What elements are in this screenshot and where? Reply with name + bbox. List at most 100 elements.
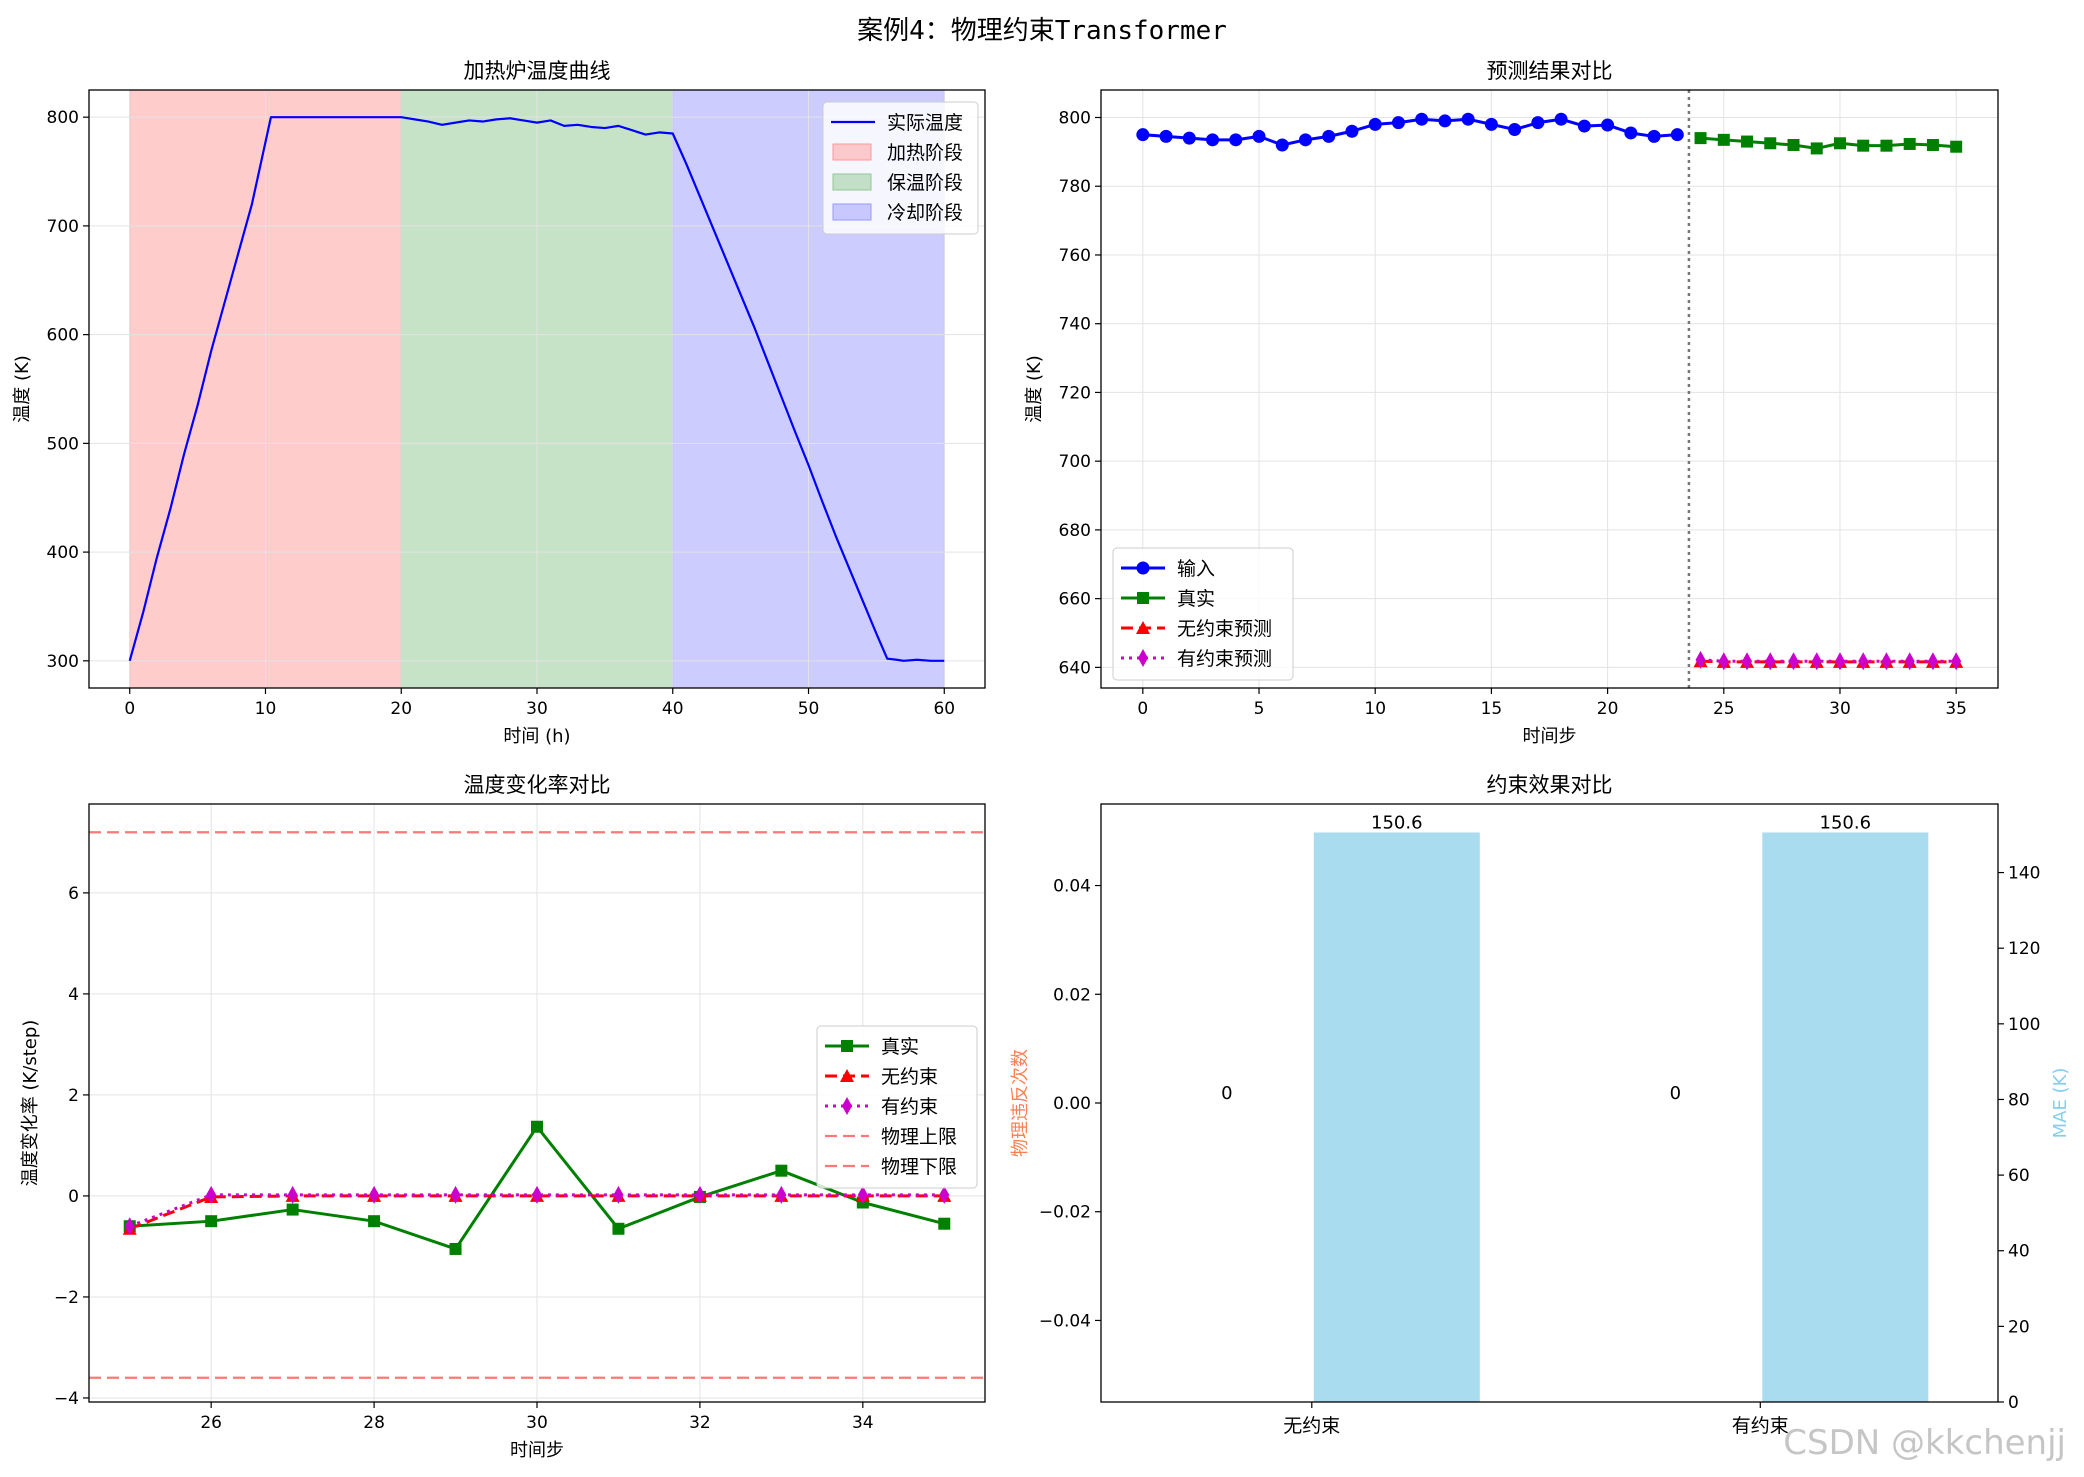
x-tick-label: 40 — [662, 699, 684, 719]
series-0-point — [1252, 129, 1266, 143]
legend-label: 物理下限 — [881, 1156, 957, 1178]
right-tick-label: 20 — [2008, 1317, 2030, 1337]
y-axis-label: 温度 (K) — [1024, 355, 1045, 423]
legend-label: 真实 — [1177, 588, 1215, 610]
legend-label: 冷却阶段 — [887, 202, 963, 224]
series-0-point — [1415, 112, 1429, 126]
y-tick-label: 700 — [47, 217, 79, 237]
y-tick-label: 680 — [1059, 521, 1091, 541]
constraint-effect-chart: 150.6 150.6 0 0 −0.04 −0.02 0.00 0.02 0.04 0 20 40 6… — [1010, 773, 2071, 1437]
x-axis-label: 时间 (h) — [503, 726, 570, 747]
chart-title: 温度变化率对比 — [464, 773, 611, 797]
chart-title: 加热炉温度曲线 — [464, 59, 611, 83]
y-tick-label: 400 — [47, 543, 79, 563]
series-line-0 — [1142, 117, 1678, 147]
y-tick-label: 660 — [1059, 590, 1091, 610]
series-0-point — [1229, 133, 1243, 147]
series-0-point — [368, 1215, 381, 1228]
series-2-point — [124, 1217, 135, 1236]
legend-label: 真实 — [881, 1036, 919, 1058]
x-axis-label: 时间步 — [510, 1440, 564, 1461]
series-1-point — [1903, 137, 1916, 150]
category-label: 有约束 — [1732, 1415, 1789, 1437]
y-tick-label: 6 — [68, 884, 79, 904]
y-tick-label: 4 — [68, 985, 79, 1005]
series-0-point — [531, 1120, 543, 1133]
legend-label: 物理上限 — [881, 1126, 957, 1148]
right-tick-label: 60 — [2008, 1166, 2030, 1186]
y-tick-label: −2 — [54, 1288, 79, 1308]
series-0-point — [1531, 116, 1545, 130]
right-tick-label: 0 — [2008, 1393, 2019, 1413]
legend-swatch — [832, 203, 872, 221]
series-line-1 — [1700, 136, 1957, 150]
y-tick-label: 700 — [1059, 452, 1091, 472]
axes-frame — [1100, 89, 1999, 689]
series-2-point — [694, 1185, 705, 1204]
series-0-point — [1601, 118, 1615, 132]
series-3-point — [1718, 652, 1729, 671]
series-3-point — [1695, 650, 1706, 669]
series-0-point — [205, 1215, 218, 1228]
series-3-point — [1881, 652, 1892, 671]
y-tick-label: 500 — [47, 434, 79, 454]
y-tick-label: 0 — [68, 1187, 79, 1207]
legend-box — [822, 101, 979, 235]
mae-bar — [1762, 832, 1929, 1402]
series-0-point — [1275, 138, 1289, 152]
left-tick-label: 0.02 — [1053, 985, 1091, 1005]
series-1-point — [1694, 132, 1707, 145]
series-0-point — [1322, 129, 1336, 143]
series-0-point — [1159, 129, 1173, 143]
violation-bar-label: 0 — [1221, 1083, 1232, 1104]
series-1-point — [1810, 142, 1823, 155]
x-tick-label: 35 — [1945, 699, 1967, 719]
right-tick-label: 80 — [2008, 1090, 2030, 1110]
series-0-point — [1624, 126, 1638, 140]
series-3-point — [1742, 652, 1753, 671]
y-tick-label: 760 — [1059, 246, 1091, 266]
legend-swatch — [832, 143, 872, 161]
series-3-point — [1927, 652, 1938, 671]
right-tick-label: 120 — [2008, 939, 2040, 959]
series-3-point — [1765, 652, 1776, 671]
x-tick-label: 25 — [1713, 699, 1735, 719]
chart-title: 预测结果对比 — [1487, 59, 1613, 83]
legend-swatch — [832, 173, 872, 191]
series-0-point — [1298, 133, 1312, 147]
legend-box — [816, 1025, 978, 1189]
series-3-point — [1811, 652, 1822, 671]
series-0-point — [1391, 116, 1405, 130]
x-tick-label: 10 — [1364, 699, 1386, 719]
left-tick-label: 0.00 — [1053, 1094, 1091, 1114]
x-tick-label: 30 — [526, 699, 548, 719]
x-tick-label: 50 — [798, 699, 820, 719]
series-3-point — [1788, 652, 1799, 671]
series-3-point — [1858, 652, 1869, 671]
left-tick-label: −0.02 — [1039, 1203, 1091, 1223]
legend-label: 实际温度 — [887, 112, 963, 134]
x-tick-label: 0 — [124, 699, 135, 719]
series-2-point — [776, 1185, 787, 1204]
legend-marker — [842, 1097, 852, 1115]
series-1-point — [1717, 133, 1730, 146]
series-0-point — [1554, 112, 1568, 126]
legend-label: 有约束预测 — [1177, 648, 1272, 670]
series-0-point — [1206, 133, 1220, 147]
legend-label: 加热阶段 — [887, 142, 963, 164]
series-3-point — [1834, 652, 1845, 671]
left-tick-label: −0.04 — [1039, 1311, 1091, 1331]
series-0-point — [612, 1222, 625, 1235]
legend-label: 输入 — [1177, 558, 1215, 580]
series-0-point — [775, 1164, 788, 1177]
legend-marker — [1137, 592, 1149, 604]
series-0-point — [1508, 123, 1522, 137]
series-0-point — [1577, 119, 1591, 133]
x-tick-label: 60 — [933, 699, 955, 719]
legend-marker — [1138, 649, 1148, 667]
y-tick-label: 800 — [47, 108, 79, 128]
x-tick-label: 30 — [1829, 699, 1851, 719]
x-tick-label: 15 — [1481, 699, 1503, 719]
legend-label: 保温阶段 — [887, 172, 963, 194]
